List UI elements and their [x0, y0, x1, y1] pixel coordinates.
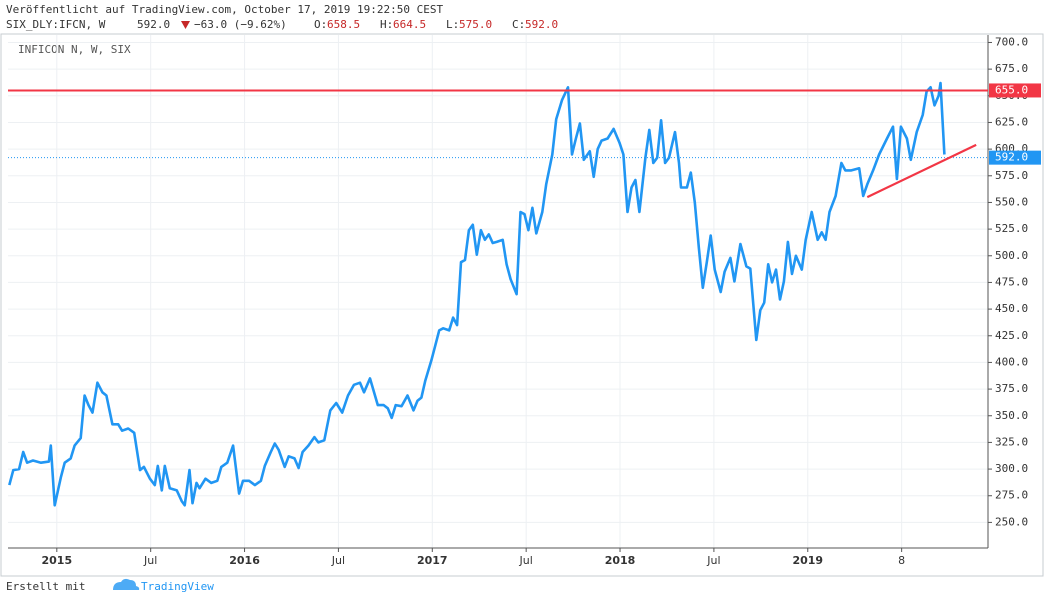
y-tick-label: 675.0	[995, 62, 1028, 75]
ohlc-label: H:	[380, 18, 393, 31]
x-tick-label: Jul	[706, 554, 720, 567]
price-line	[8, 81, 946, 507]
ohlc-value: 664.5	[393, 18, 426, 31]
ohlc-label: O:	[314, 18, 327, 31]
y-tick-label: 300.0	[995, 462, 1028, 475]
made-with: Erstellt mit	[6, 580, 85, 593]
brand: TradingView	[141, 580, 214, 593]
x-tick-label: 2016	[229, 554, 260, 567]
logo	[113, 578, 140, 590]
down-arrow	[181, 21, 190, 29]
x-tick-label: Jul	[331, 554, 345, 567]
y-tick-label: 700.0	[995, 35, 1028, 48]
x-tick-label: 2018	[605, 554, 636, 567]
price-tag-label: 655.0	[995, 83, 1028, 96]
y-tick-label: 475.0	[995, 275, 1028, 288]
ohlc-label: L:	[446, 18, 459, 31]
y-tick-label: 375.0	[995, 382, 1028, 395]
frame	[0, 33, 1044, 577]
x-tick-label: 2017	[417, 554, 448, 567]
ohlc-value: 592.0	[525, 18, 558, 31]
ohlc-label: C:	[512, 18, 525, 31]
y-tick-label: 625.0	[995, 115, 1028, 128]
y-tick-label: 400.0	[995, 355, 1028, 368]
price: 592.0	[137, 18, 170, 31]
y-tick-label: 250.0	[995, 515, 1028, 528]
y-tick-label: 325.0	[995, 435, 1028, 448]
x-tick-label: Jul	[519, 554, 533, 567]
price-tag-label: 592.0	[995, 151, 1028, 164]
y-tick-label: 350.0	[995, 409, 1028, 422]
change: −63.0 (−9.62%)	[194, 18, 287, 31]
y-tick-label: 500.0	[995, 249, 1028, 262]
y-tick-label: 275.0	[995, 489, 1028, 502]
published: Veröffentlicht auf TradingView.com, Octo…	[6, 3, 443, 16]
symbol: SIX_DLY:IFCN, W	[6, 18, 106, 31]
x-tick-label: 2015	[41, 554, 72, 567]
x-tick-label: 2019	[792, 554, 823, 567]
y-tick-label: 450.0	[995, 302, 1028, 315]
chart-title: INFICON N, W, SIX	[18, 43, 131, 56]
x-tick-label: 8	[898, 554, 905, 567]
y-tick-label: 425.0	[995, 329, 1028, 342]
y-tick-label: 575.0	[995, 169, 1028, 182]
y-tick-label: 525.0	[995, 222, 1028, 235]
y-tick-label: 550.0	[995, 195, 1028, 208]
price-tag	[989, 150, 1041, 165]
price-tag	[989, 83, 1041, 98]
ohlc-value: 575.0	[459, 18, 492, 31]
x-tick-label: Jul	[143, 554, 157, 567]
ohlc-value: 658.5	[327, 18, 360, 31]
trend-line	[866, 143, 977, 199]
